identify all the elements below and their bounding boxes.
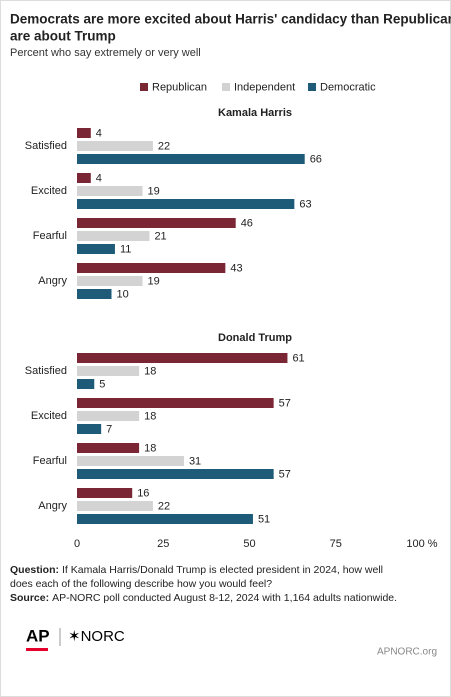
value-label: 4 xyxy=(96,127,102,139)
logo-ap: AP xyxy=(26,626,50,645)
value-label: 57 xyxy=(279,397,291,409)
legend-swatch xyxy=(140,83,148,91)
category-label: Fearful xyxy=(33,455,67,467)
logo-underline xyxy=(26,648,48,651)
value-label: 51 xyxy=(258,513,270,525)
value-label: 5 xyxy=(99,378,105,390)
bar xyxy=(77,443,140,453)
plot: Kamala Harris Satisfied 4 22 66 Excited 4 19 63 F… xyxy=(25,107,438,550)
bar xyxy=(77,263,226,273)
category-label: Angry xyxy=(38,275,67,287)
bar xyxy=(77,218,236,228)
bar xyxy=(77,353,288,363)
bar xyxy=(77,379,95,389)
note-line: Question: If Kamala Harris/Donald Trump i… xyxy=(10,564,383,576)
bar xyxy=(77,186,143,196)
value-label: 63 xyxy=(299,198,311,210)
logo-norc: ✶NORC xyxy=(68,628,125,645)
bar xyxy=(77,411,140,421)
chart-subtitle: Percent who say extremely or very well xyxy=(10,47,201,59)
x-tick-label: 0 xyxy=(74,538,80,550)
value-label: 19 xyxy=(148,275,160,287)
category-label: Angry xyxy=(38,500,67,512)
bar xyxy=(77,128,91,138)
value-label: 43 xyxy=(230,262,242,274)
x-tick-label: 100 % xyxy=(406,538,437,550)
note-line: Source: AP-NORC poll conducted August 8-1… xyxy=(10,592,397,604)
category-label: Satisfied xyxy=(25,140,67,152)
x-tick-label: 75 xyxy=(330,538,342,550)
note-text: AP-NORC poll conducted August 8-12, 2024… xyxy=(52,592,397,604)
value-label: 66 xyxy=(310,153,322,165)
value-label: 16 xyxy=(137,487,149,499)
legend: Republican Independent Democratic xyxy=(140,81,376,93)
bar xyxy=(77,514,253,524)
legend-swatch xyxy=(222,83,230,91)
value-label: 18 xyxy=(144,365,156,377)
bar xyxy=(77,398,274,408)
bar xyxy=(77,289,112,299)
category-label: Excited xyxy=(31,185,67,197)
note-text: If Kamala Harris/Donald Trump is elected… xyxy=(62,564,383,576)
value-label: 18 xyxy=(144,442,156,454)
legend-label: Independent xyxy=(234,81,295,93)
legend-label: Democratic xyxy=(320,81,376,93)
chart-title-line: Democrats are more excited about Harris'… xyxy=(10,12,451,27)
bar xyxy=(77,456,184,466)
chart-title-line: are about Trump xyxy=(10,29,116,44)
value-label: 11 xyxy=(120,243,131,255)
legend-label: Republican xyxy=(152,81,207,93)
value-label: 7 xyxy=(106,423,112,435)
bar xyxy=(77,469,274,479)
value-label: 19 xyxy=(148,185,160,197)
bar xyxy=(77,244,115,254)
x-tick-label: 50 xyxy=(243,538,255,550)
note-line: does each of the following describe how … xyxy=(10,578,272,590)
bar xyxy=(77,276,143,286)
bar xyxy=(77,141,153,151)
value-label: 4 xyxy=(96,172,102,184)
value-label: 18 xyxy=(144,410,156,422)
category-label: Fearful xyxy=(33,230,67,242)
bar xyxy=(77,199,295,209)
note-label: Question: xyxy=(10,564,59,576)
branding: AP ✶NORC APNORC.org xyxy=(26,626,437,658)
panel-title: Donald Trump xyxy=(218,332,292,344)
bar xyxy=(77,424,102,434)
bar xyxy=(77,488,133,498)
panel-title: Kamala Harris xyxy=(218,107,292,119)
category-label: Satisfied xyxy=(25,365,67,377)
site-url: APNORC.org xyxy=(377,647,437,658)
x-tick-label: 25 xyxy=(157,538,169,550)
value-label: 22 xyxy=(158,500,170,512)
bar xyxy=(77,154,305,164)
legend-swatch xyxy=(308,83,316,91)
value-label: 46 xyxy=(241,217,253,229)
footer-notes: Question: If Kamala Harris/Donald Trump i… xyxy=(10,564,397,604)
bar xyxy=(77,501,153,511)
bar xyxy=(77,231,150,241)
note-label: Source: xyxy=(10,592,49,604)
bar xyxy=(77,173,91,183)
value-label: 57 xyxy=(279,468,291,480)
bar xyxy=(77,366,140,376)
value-label: 61 xyxy=(292,352,304,364)
value-label: 21 xyxy=(154,230,166,242)
value-label: 22 xyxy=(158,140,170,152)
category-label: Excited xyxy=(31,410,67,422)
value-label: 31 xyxy=(189,455,201,467)
value-label: 10 xyxy=(117,288,129,300)
